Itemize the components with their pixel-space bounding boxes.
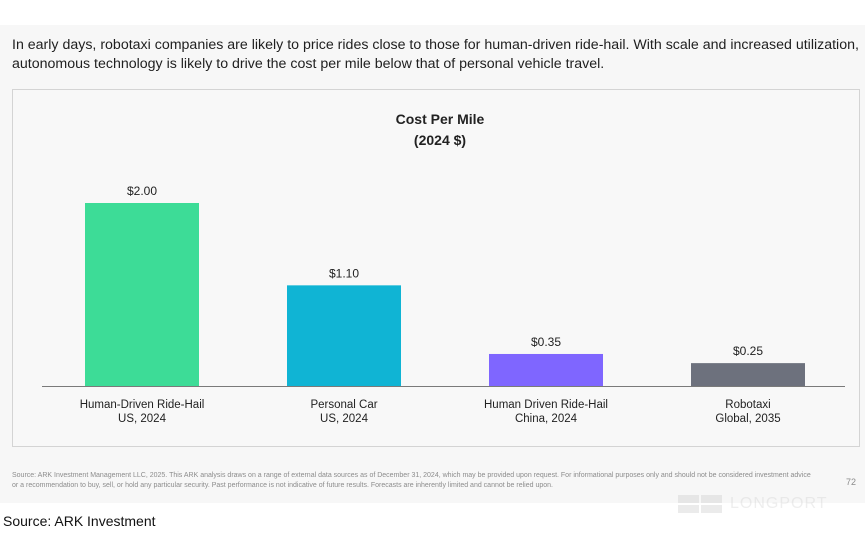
bar-value-label-4: $0.25 — [733, 344, 763, 358]
footnote: Source: ARK Investment Management LLC, 2… — [12, 472, 811, 489]
category-label-3-line-1: Human Driven Ride-Hail — [484, 399, 608, 411]
category-label-1-line-2: US, 2024 — [118, 413, 167, 425]
chart-title-block: Cost Per Mile (2024 $) — [300, 109, 580, 151]
page-number: 72 — [846, 477, 857, 487]
category-label-3-line-2: China, 2024 — [515, 413, 578, 425]
intro-text: In early days, robotaxi companies are li… — [12, 37, 859, 72]
bar-value-label-2: $1.10 — [329, 266, 359, 280]
bar-4 — [691, 363, 805, 386]
category-label-2-line-2: US, 2024 — [320, 413, 369, 425]
bar-value-label-3: $0.35 — [531, 335, 561, 349]
chart-title: Cost Per Mile — [395, 111, 485, 127]
chart-subtitle: (2024 $) — [413, 132, 467, 148]
category-label-1-line-1: Human-Driven Ride-Hail — [80, 399, 205, 411]
watermark-text: LONGPORT — [730, 495, 828, 512]
category-label-4-line-1: Robotaxi — [725, 399, 770, 411]
bar-value-label-1: $2.00 — [127, 184, 157, 198]
watermark: LONGPORT — [678, 494, 828, 514]
bar-2 — [287, 285, 401, 386]
source-caption: Source: ARK Investment — [3, 513, 156, 529]
bar-1 — [85, 203, 199, 386]
category-label-4-line-2: Global, 2035 — [715, 413, 780, 425]
category-label-2-line-1: Personal Car — [310, 399, 377, 411]
watermark-logo-icon — [678, 495, 722, 513]
bar-3 — [489, 353, 603, 386]
